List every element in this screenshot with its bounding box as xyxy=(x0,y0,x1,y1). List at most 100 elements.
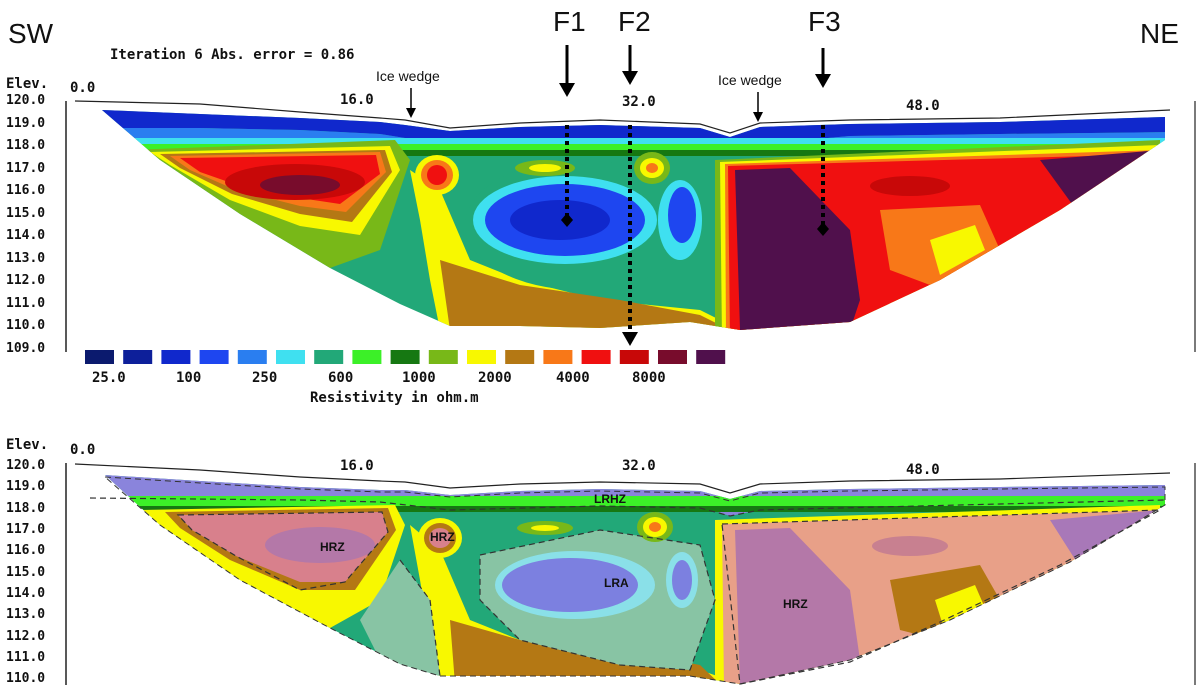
y-tick-bottom: 113.0 xyxy=(6,607,46,622)
y-tick-top: 116.0 xyxy=(6,183,46,198)
x-tick-48-bottom: 48.0 xyxy=(906,462,940,478)
y-tick-bottom: 110.0 xyxy=(6,671,46,686)
right-pocket-orange-bottom xyxy=(649,522,661,532)
f3-arrow xyxy=(815,48,831,88)
f3-label: F3 xyxy=(808,6,841,37)
y-tick-bottom: 114.0 xyxy=(6,586,46,601)
lra-right-blue-bottom xyxy=(672,560,692,600)
surface-line-top xyxy=(74,100,1171,134)
x-tick-16-top: 16.0 xyxy=(340,92,374,108)
right-edge-purple-bottom xyxy=(1050,510,1160,575)
legend-swatch xyxy=(237,350,267,364)
zone-label-hrz-right: HRZ xyxy=(783,597,808,611)
center-brown xyxy=(440,260,730,330)
y-tick-bottom: 112.0 xyxy=(6,629,46,644)
right-lower-yellow-bottom xyxy=(935,585,985,632)
legend-swatch xyxy=(505,350,535,364)
y-tick-top: 109.0 xyxy=(6,341,46,356)
legend-swatch xyxy=(696,350,726,364)
hrz-small-fill xyxy=(429,528,451,548)
left-teal-bottom xyxy=(360,560,440,676)
right-pocket-orange xyxy=(646,163,658,173)
hrz-left-core xyxy=(265,527,375,563)
section-top xyxy=(102,110,1165,330)
lra-right-blue xyxy=(668,187,696,243)
ne-label: NE xyxy=(1140,18,1179,49)
f1-marker xyxy=(561,213,573,227)
small-yellow xyxy=(529,164,561,172)
green-band-bottom xyxy=(105,496,1165,506)
y-tick-bottom: 111.0 xyxy=(6,650,46,665)
left-core-deep xyxy=(260,175,340,195)
elev-label-bottom: Elev. xyxy=(6,437,49,453)
hrz-right-boundary xyxy=(721,509,1161,685)
legend-swatch xyxy=(85,350,114,364)
legend-label: 2000 xyxy=(478,370,512,386)
small-pocket-red xyxy=(427,165,447,185)
section-outline-bottom xyxy=(103,476,1166,685)
y-tick-top: 113.0 xyxy=(6,251,46,266)
x-tick-32-top: 32.0 xyxy=(622,94,656,110)
ice-wedge-arrow-2 xyxy=(753,92,763,122)
legend-label: 600 xyxy=(328,370,354,386)
y-tick-top: 119.0 xyxy=(6,116,46,131)
cyan-band xyxy=(102,138,1165,144)
right-dark-red xyxy=(870,176,950,196)
f2-arrowhead xyxy=(622,332,638,346)
f2-arrow xyxy=(622,45,638,85)
y-tick-top: 117.0 xyxy=(6,161,46,176)
y-tick-bottom: 116.0 xyxy=(6,543,46,558)
legend-swatch xyxy=(276,350,305,364)
lra-boundary xyxy=(479,529,716,671)
legend-swatch xyxy=(161,350,191,364)
section-bottom xyxy=(105,475,1165,684)
legend-swatch xyxy=(658,350,687,364)
legend-label: 4000 xyxy=(556,370,590,386)
y-tick-bottom: 119.0 xyxy=(6,479,46,494)
y-tick-top: 112.0 xyxy=(6,273,46,288)
legend-label: 1000 xyxy=(402,370,436,386)
elev-label-top: Elev. xyxy=(6,76,49,92)
f2-label: F2 xyxy=(618,6,651,37)
y-tick-bottom: 117.0 xyxy=(6,522,46,537)
f1-arrow xyxy=(559,45,575,97)
zone-label-lra: LRA xyxy=(604,576,629,590)
zone-label-lrhz: LRHZ xyxy=(594,492,626,506)
zone-label-hrz-left: HRZ xyxy=(320,540,345,554)
x-tick-0-bottom: 0.0 xyxy=(70,442,96,458)
legend-swatch xyxy=(581,350,611,364)
legend-swatches xyxy=(85,350,726,364)
ice-wedge-label-2: Ice wedge xyxy=(718,72,782,88)
legend-swatch xyxy=(199,350,229,364)
blue-band xyxy=(102,128,1165,150)
legend-swatch xyxy=(352,350,382,364)
right-darker-bottom xyxy=(872,536,948,556)
legend-label: 25.0 xyxy=(92,370,126,386)
right-core-purple xyxy=(735,168,860,330)
legend-swatch xyxy=(428,350,458,364)
resistivity-label: Resistivity in ohm.m xyxy=(310,390,479,406)
legend-swatch xyxy=(543,350,573,364)
x-tick-48-top: 48.0 xyxy=(906,98,940,114)
hrz-left-boundary xyxy=(176,511,389,591)
lra-core xyxy=(510,200,610,240)
legend-label: 250 xyxy=(252,370,278,386)
f3-marker xyxy=(817,222,829,236)
y-tick-bottom: 118.0 xyxy=(6,501,46,516)
f1-label: F1 xyxy=(553,6,586,37)
zone-label-hrz-small: HRZ xyxy=(430,530,455,544)
legend-label: 8000 xyxy=(632,370,666,386)
y-tick-bottom: 115.0 xyxy=(6,565,46,580)
lra-blue-bottom xyxy=(502,558,638,612)
lrhz-boundary xyxy=(89,497,1166,517)
surface-line-bottom xyxy=(74,463,1171,494)
y-tick-top: 110.0 xyxy=(6,318,46,333)
right-hrz-core xyxy=(735,528,860,684)
small-yellow-bottom xyxy=(531,525,559,531)
y-tick-top: 120.0 xyxy=(6,93,46,108)
ice-wedge-label-1: Ice wedge xyxy=(376,68,440,84)
x-tick-16-bottom: 16.0 xyxy=(340,458,374,474)
legend-swatch xyxy=(123,350,153,364)
sw-label: SW xyxy=(8,18,54,49)
